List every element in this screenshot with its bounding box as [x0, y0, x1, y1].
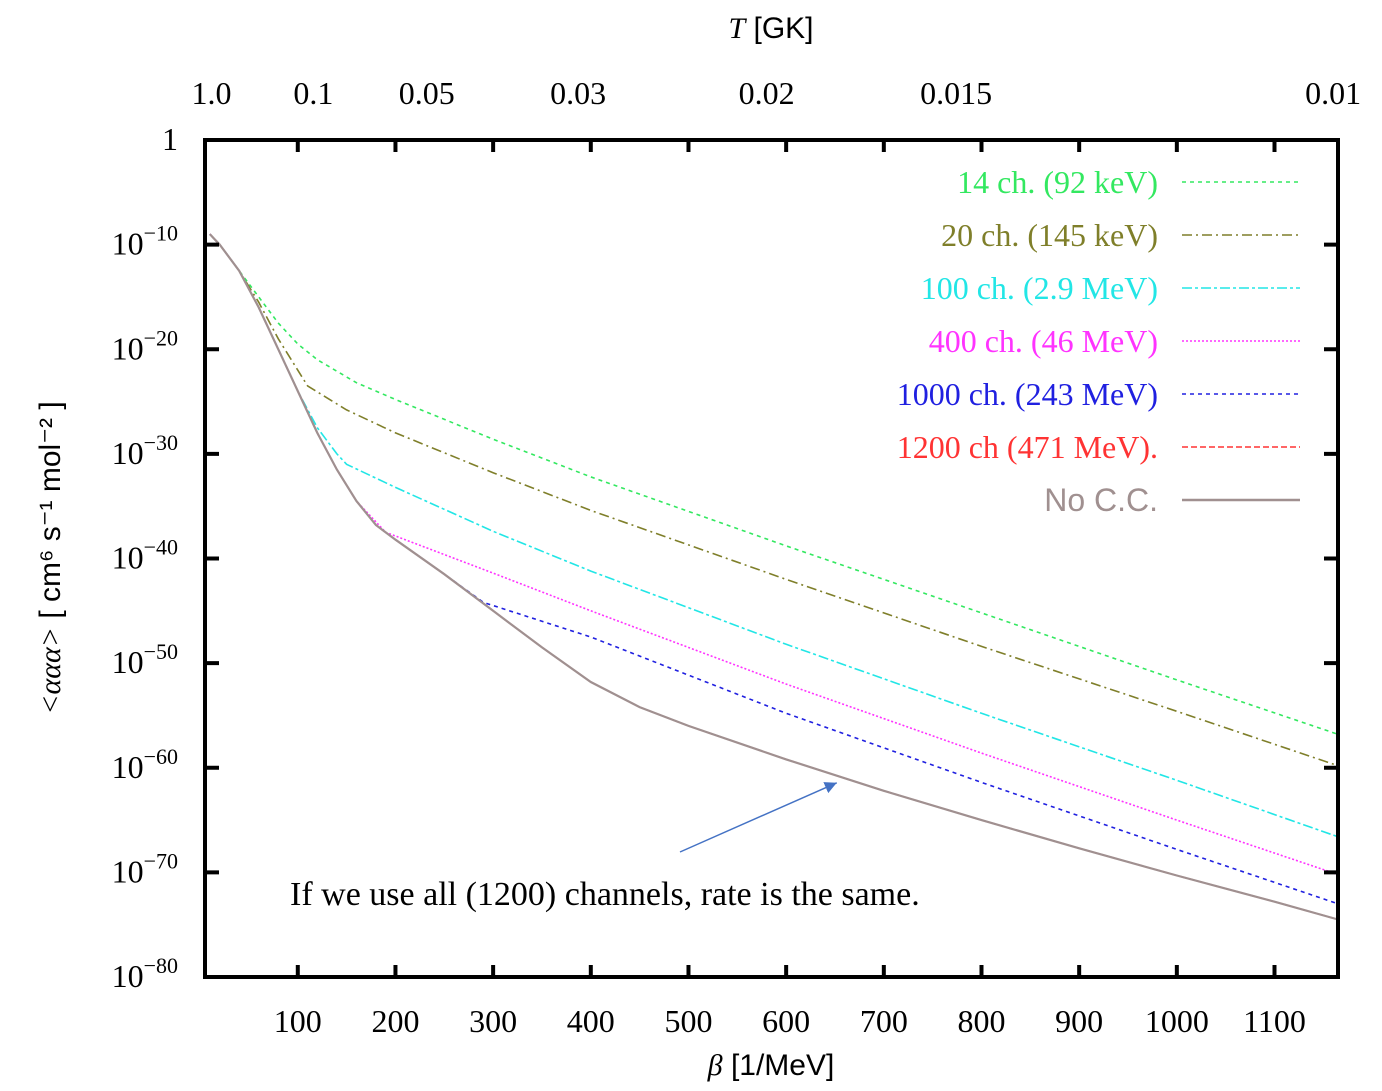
y-tick-label: 10−20	[112, 325, 178, 366]
top-tick-label: 0.01	[1305, 75, 1361, 111]
x-tick-label: 700	[860, 1003, 908, 1039]
annotation: If we use all (1200) channels, rate is t…	[290, 782, 920, 913]
x-tick-label: 800	[957, 1003, 1005, 1039]
top-tick-label: 0.015	[920, 75, 992, 111]
tick-label-layer: 100 200 300 400 500 600 700 800 900 1000 1100 1 10−1…	[112, 75, 1362, 1039]
legend-label: No C.C.	[1044, 482, 1158, 518]
x-tick-label: 200	[371, 1003, 419, 1039]
top-tick-label: 0.02	[739, 75, 795, 111]
x-tick-label: 600	[762, 1003, 810, 1039]
legend-label: 400 ch. (46 MeV)	[929, 323, 1158, 359]
plot-frame	[203, 138, 1340, 979]
top-tick-label: 0.03	[550, 75, 606, 111]
y-tick-label: 10−10	[112, 221, 178, 262]
legend-label: 20 ch. (145 keV)	[941, 217, 1158, 253]
x-tick-label: 900	[1055, 1003, 1103, 1039]
annotation-arrow	[679, 782, 838, 853]
top-tick-label: 1.0	[191, 75, 231, 111]
y-tick-label: 1	[162, 121, 178, 157]
series-line-4	[209, 233, 1339, 905]
top-axis-title: T [GK]	[728, 12, 813, 45]
y-tick-label: 10−50	[112, 639, 178, 680]
x-axis-title: β [1/MeV]	[707, 1049, 835, 1082]
series-line-3	[209, 233, 1339, 876]
series-line-1	[209, 233, 1339, 767]
y-tick-label: 10−30	[112, 430, 178, 471]
x-tick-label: 1100	[1243, 1003, 1306, 1039]
y-tick-label: 10−70	[112, 848, 178, 889]
x-tick-label: 300	[469, 1003, 517, 1039]
x-tick-label: 400	[567, 1003, 615, 1039]
y-tick-label: 10−80	[112, 953, 178, 994]
legend-label: 1000 ch. (243 MeV)	[897, 376, 1158, 412]
y-tick-label: 10−40	[112, 535, 178, 576]
series-line-2	[209, 233, 1339, 838]
x-tick-label: 500	[664, 1003, 712, 1039]
legend: 14 ch. (92 keV) 20 ch. (145 keV) 100 ch. (…	[897, 164, 1300, 518]
x-tick-label: 100	[274, 1003, 322, 1039]
series-layer	[209, 233, 1339, 921]
y-axis-title: <ααα> [ cm⁶ s⁻¹ mol⁻² ]	[34, 401, 67, 714]
legend-label: 14 ch. (92 keV)	[957, 164, 1158, 200]
tick-layer	[205, 138, 1338, 979]
legend-label: 100 ch. (2.9 MeV)	[921, 270, 1158, 306]
top-tick-label: 0.1	[293, 75, 333, 111]
y-tick-label: 10−60	[112, 744, 178, 785]
series-line-6	[209, 233, 1339, 921]
top-tick-label: 0.05	[399, 75, 455, 111]
series-line-0	[209, 233, 1339, 736]
legend-label: 1200 ch (471 MeV).	[897, 429, 1158, 465]
x-tick-label: 1000	[1145, 1003, 1209, 1039]
annotation-text: If we use all (1200) channels, rate is t…	[290, 876, 920, 913]
